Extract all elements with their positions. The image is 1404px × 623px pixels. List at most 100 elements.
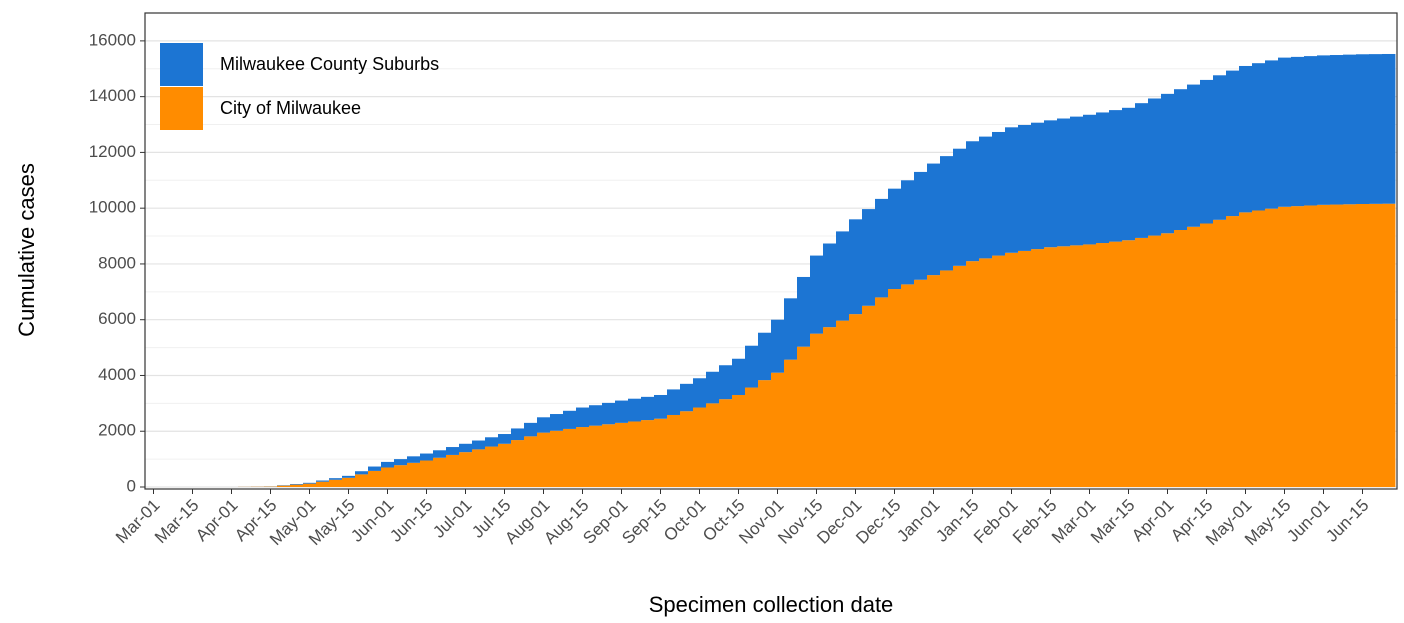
bar	[537, 432, 551, 487]
bar	[277, 485, 291, 487]
legend-label: City of Milwaukee	[220, 98, 361, 118]
y-tick-label: 0	[127, 476, 136, 495]
bar	[1369, 203, 1383, 487]
bar	[784, 298, 798, 360]
bar	[1265, 60, 1279, 209]
bar	[1369, 54, 1383, 204]
bar	[1239, 65, 1253, 213]
bar	[940, 270, 954, 487]
bar	[433, 450, 447, 458]
bar	[459, 443, 473, 453]
bar	[459, 452, 473, 487]
bar	[1200, 79, 1214, 224]
bar	[524, 436, 538, 487]
bar	[823, 327, 837, 487]
bar	[667, 389, 681, 415]
bar	[1122, 107, 1136, 241]
bar	[849, 219, 863, 315]
bar	[1044, 247, 1058, 487]
bar	[1213, 75, 1227, 220]
bar	[979, 258, 993, 487]
bar	[797, 346, 811, 487]
bar	[719, 399, 733, 487]
bar	[1057, 118, 1071, 247]
bar	[290, 484, 304, 485]
bar	[1226, 70, 1240, 217]
bar	[641, 420, 655, 487]
bar	[680, 383, 694, 412]
bar	[1005, 127, 1019, 253]
bar	[732, 394, 746, 487]
y-tick-label: 6000	[98, 309, 136, 328]
bar	[1174, 230, 1188, 487]
bar	[1135, 103, 1149, 238]
bar	[1291, 56, 1305, 207]
bar	[654, 394, 668, 419]
bar	[1278, 206, 1292, 487]
bar	[589, 425, 603, 487]
bar	[706, 371, 720, 404]
bar	[927, 163, 941, 276]
bar	[511, 440, 525, 487]
bar	[446, 447, 460, 455]
legend-swatch	[160, 87, 203, 130]
bar	[979, 136, 993, 259]
bar	[550, 430, 564, 487]
bar	[784, 359, 798, 487]
bar	[1382, 203, 1396, 487]
bar	[342, 477, 356, 487]
bar	[628, 398, 642, 422]
bar	[680, 411, 694, 487]
y-tick-label: 2000	[98, 421, 136, 440]
y-tick-label: 4000	[98, 365, 136, 384]
bar	[810, 333, 824, 487]
bar	[407, 462, 421, 487]
bar	[1317, 55, 1331, 205]
bar	[446, 454, 460, 487]
bar	[1148, 98, 1162, 236]
legend-label: Milwaukee County Suburbs	[220, 54, 439, 74]
bar	[914, 279, 928, 487]
bar	[329, 478, 343, 480]
bar	[1265, 208, 1279, 488]
bar	[901, 180, 915, 285]
bar	[615, 422, 629, 487]
bar	[1304, 205, 1318, 488]
bar	[550, 414, 564, 431]
bar	[355, 471, 369, 475]
bar	[875, 198, 889, 298]
bar	[303, 482, 317, 484]
bar	[563, 428, 577, 487]
bar	[771, 372, 785, 487]
bar	[745, 345, 759, 388]
bar	[1018, 124, 1032, 251]
bar	[576, 407, 590, 428]
bar	[771, 319, 785, 373]
bar	[966, 141, 980, 262]
bar	[862, 305, 876, 487]
bar	[810, 255, 824, 334]
bar	[1174, 89, 1188, 231]
bar	[511, 428, 525, 441]
bar	[394, 459, 408, 466]
bar	[758, 332, 772, 381]
bar	[602, 402, 616, 425]
bar	[901, 284, 915, 487]
bar	[368, 466, 382, 471]
x-axis-title: Specimen collection date	[649, 592, 894, 617]
bar	[823, 243, 837, 328]
y-tick-label: 10000	[89, 198, 136, 217]
bar	[407, 456, 421, 463]
bar	[1330, 55, 1344, 205]
bar	[1031, 249, 1045, 487]
bar	[1018, 250, 1032, 487]
bar	[875, 297, 889, 487]
bar	[758, 380, 772, 487]
bar	[381, 467, 395, 487]
bar	[862, 209, 876, 306]
bar	[589, 405, 603, 426]
bar	[745, 387, 759, 487]
bar	[1252, 210, 1266, 487]
